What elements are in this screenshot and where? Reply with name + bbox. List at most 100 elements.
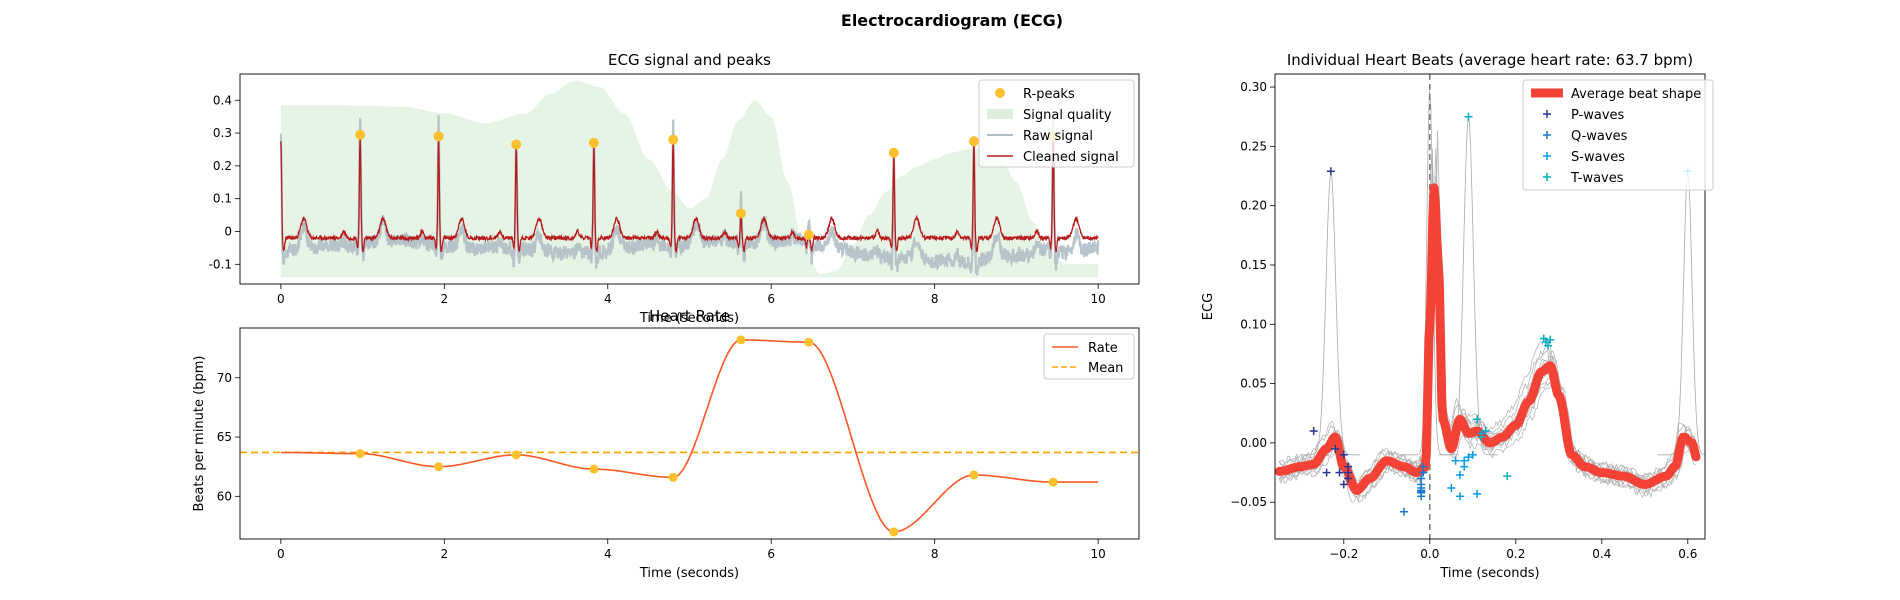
legend-p-wave-swatch xyxy=(1543,110,1551,118)
ecg-signal-panel: ECG signal and peaks 0 2 4 6 8 10 -0.1 0 0.1 0.2… xyxy=(209,51,1140,326)
p-wave-marker xyxy=(1326,167,1335,176)
heart-beats-panel: Individual Heart Beats (average heart ra… xyxy=(1201,51,1714,581)
legend-raw-label: Raw signal xyxy=(1023,129,1093,144)
rate-peak-marker xyxy=(804,337,814,347)
beats-y-ticks: −0.05 0.00 0.05 0.10 0.15 0.20 0.25 0.30 xyxy=(1230,80,1275,509)
legend-t-wave-swatch xyxy=(1543,173,1551,181)
t-wave-marker xyxy=(1473,415,1482,424)
rate-y-ticks: 60 65 70 xyxy=(217,371,240,503)
r-peak-marker xyxy=(888,147,899,158)
t-wave-marker xyxy=(1544,341,1553,350)
r-peak-marker xyxy=(433,131,444,142)
rate-peak-marker xyxy=(511,450,521,460)
rate-plot-area xyxy=(239,327,1140,540)
s-wave-marker xyxy=(1455,492,1464,501)
beats-plot-area xyxy=(1274,73,1706,540)
legend-q-wave-label: Q-waves xyxy=(1571,129,1628,144)
beats-y-tick-label: 0.15 xyxy=(1240,258,1267,272)
p-wave-marker xyxy=(1339,450,1348,459)
beats-x-tick-label: 0.2 xyxy=(1506,547,1525,561)
ecg-y-tick-label: 0.2 xyxy=(213,159,232,173)
outlier-beat-line xyxy=(1399,90,1459,456)
average-beat-line xyxy=(1275,183,1701,495)
p-wave-marker xyxy=(1335,468,1344,477)
beats-legend-box xyxy=(1522,79,1714,191)
r-peak-marker xyxy=(968,136,979,147)
ecg-y-tick-label: 0 xyxy=(224,225,232,239)
legend-p-wave-label: P-waves xyxy=(1571,108,1625,123)
rate-series-group xyxy=(240,335,1139,537)
ecg-x-tick-label: 2 xyxy=(440,292,448,306)
outlier-beat-line xyxy=(1657,172,1705,456)
rate-panel-title: Heart Rate xyxy=(649,307,730,325)
beats-axes-frame xyxy=(1274,73,1706,540)
beats-panel-title: Individual Heart Beats (average heart ra… xyxy=(1287,51,1693,69)
rate-y-tick-label: 60 xyxy=(217,489,232,503)
t-wave-marker xyxy=(1503,472,1512,481)
rate-peak-marker xyxy=(355,449,365,459)
ecg-x-ticks: 0 2 4 6 8 10 xyxy=(277,284,1106,306)
rate-x-tick-label: 2 xyxy=(440,547,448,561)
ecg-x-tick-label: 0 xyxy=(277,292,285,306)
rate-peak-marker xyxy=(589,464,599,474)
ecg-plot-area xyxy=(239,73,1140,285)
t-wave-marker xyxy=(1477,432,1486,441)
rate-peak-marker xyxy=(736,335,746,345)
legend-rate-label: Rate xyxy=(1088,341,1118,356)
outlier-beat-line xyxy=(1300,172,1361,456)
ecg-y-tick-label: 0.4 xyxy=(213,93,232,107)
beats-y-tick-label: 0.05 xyxy=(1240,377,1267,391)
outlier-beat-line xyxy=(1438,117,1498,456)
beats-y-tick-label: −0.05 xyxy=(1230,495,1267,509)
t-wave-marker xyxy=(1464,112,1473,121)
ecg-y-tick-label: -0.1 xyxy=(209,257,232,271)
beats-y-tick-label: 0.10 xyxy=(1240,317,1267,331)
ecg-legend: R-peaks Signal quality Raw signal Cleaned s… xyxy=(978,79,1135,168)
rate-x-tick-label: 10 xyxy=(1090,547,1105,561)
s-wave-marker xyxy=(1455,470,1464,479)
legend-quality-swatch xyxy=(987,109,1013,119)
beats-y-tick-label: 0.25 xyxy=(1240,139,1267,153)
s-wave-marker xyxy=(1447,483,1456,492)
beats-y-tick-label: 0.20 xyxy=(1240,199,1267,213)
s-wave-marker xyxy=(1460,462,1469,471)
p-wave-marker xyxy=(1331,444,1340,453)
rate-x-ticks: 0 2 4 6 8 10 xyxy=(277,539,1106,561)
legend-mean-label: Mean xyxy=(1088,361,1123,376)
rate-peak-marker xyxy=(1048,477,1058,487)
r-peak-marker xyxy=(588,137,599,148)
beats-x-tick-label: 0.6 xyxy=(1678,547,1697,561)
ecg-legend-box xyxy=(978,79,1135,168)
legend-q-wave-swatch xyxy=(1543,131,1551,139)
figure-title: Electrocardiogram (ECG) xyxy=(841,11,1063,30)
ecg-y-tick-label: 0.1 xyxy=(213,192,232,206)
rate-y-axis-label: Beats per minute (bpm) xyxy=(192,356,207,512)
ecg-axes-frame xyxy=(239,73,1140,285)
q-wave-marker xyxy=(1419,468,1428,477)
r-peak-marker xyxy=(355,129,366,140)
q-wave-marker xyxy=(1400,507,1408,516)
r-peak-marker xyxy=(511,139,522,150)
beats-y-axis-label: ECG xyxy=(1201,293,1216,320)
rate-y-tick-label: 65 xyxy=(217,430,232,444)
legend-s-wave-swatch xyxy=(1543,152,1551,160)
legend-cleaned-label: Cleaned signal xyxy=(1023,150,1119,165)
rate-peak-marker xyxy=(668,472,678,482)
ecg-x-tick-label: 6 xyxy=(767,292,775,306)
beats-x-ticks: −0.2 0.0 0.2 0.4 0.6 xyxy=(1329,539,1697,561)
ecg-y-tick-label: 0.3 xyxy=(213,126,232,140)
rate-x-tick-label: 0 xyxy=(277,547,285,561)
q-wave-marker xyxy=(1417,474,1426,483)
heart-rate-panel: Heart Rate 0 2 4 6 8 10 60 65 70 Time (seconds)… xyxy=(192,307,1140,581)
rate-legend: Rate Mean xyxy=(1043,333,1135,380)
beats-y-tick-label: 0.00 xyxy=(1240,436,1267,450)
legend-rpeak-swatch xyxy=(995,88,1005,98)
s-wave-marker xyxy=(1473,489,1482,498)
r-peak-marker xyxy=(735,208,746,219)
rate-axes-frame xyxy=(239,327,1140,540)
beats-x-tick-label: 0.0 xyxy=(1420,547,1439,561)
beats-series-group xyxy=(1275,74,1705,539)
ecg-x-tick-label: 8 xyxy=(931,292,939,306)
rate-x-tick-label: 4 xyxy=(604,547,612,561)
s-wave-marker xyxy=(1468,450,1477,459)
